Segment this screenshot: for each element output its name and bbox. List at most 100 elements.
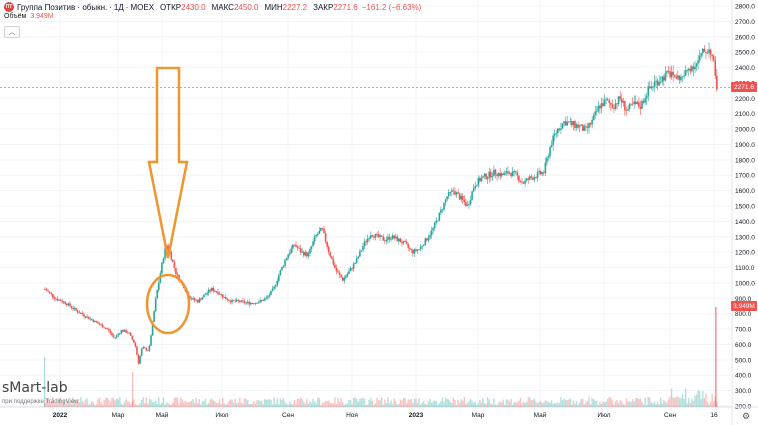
volume-bar (472, 402, 475, 407)
volume-bar (631, 398, 634, 407)
candle-body (164, 248, 166, 259)
candle-body (235, 299, 238, 302)
candle-body (560, 128, 562, 130)
volume-bar (419, 404, 422, 407)
volume-bar (91, 401, 93, 407)
volume-bar (647, 397, 649, 407)
candle-body (217, 291, 219, 294)
volume-bar (349, 400, 352, 407)
candle-body (270, 290, 272, 295)
volume-bar (376, 397, 378, 407)
volume-bar (131, 400, 133, 407)
candle-body (360, 250, 363, 252)
volume-bar (413, 398, 416, 407)
volume-bar (494, 404, 497, 407)
volume-bar (446, 398, 448, 407)
volume-bar (144, 403, 146, 407)
volume-bar (64, 404, 66, 407)
candle-body (677, 75, 679, 79)
candle-body (410, 248, 413, 251)
volume-bar (100, 402, 102, 407)
candle-body (83, 314, 85, 317)
candle-body (262, 300, 265, 301)
volume-bar (246, 400, 249, 407)
y-tick-label: 800.0 (735, 311, 752, 318)
volume-bar (178, 404, 180, 407)
candle-body (630, 103, 632, 105)
volume-bar (50, 401, 52, 407)
candle-body (237, 299, 240, 301)
volume-bar (555, 403, 557, 407)
volume-bar (482, 397, 484, 407)
separator: · (125, 2, 129, 12)
gear-icon[interactable]: ⚙ (742, 411, 751, 421)
candle-body (614, 103, 617, 109)
y-tick-label: 1800.0 (735, 157, 755, 164)
candle-body (505, 171, 508, 173)
candle-body (73, 308, 76, 310)
candle-body (422, 245, 425, 247)
candle-body (518, 175, 520, 182)
candle-body (533, 177, 536, 180)
volume-bar (435, 400, 437, 407)
volume-bar (98, 397, 101, 407)
volume-bar (343, 404, 345, 407)
candle-body (142, 347, 145, 349)
candle-body (655, 80, 657, 83)
candle-body (354, 262, 356, 264)
candle-body (516, 172, 519, 176)
symbol-name[interactable]: Группа Позитив · обыкн. (17, 2, 108, 12)
interval[interactable]: 1Д (113, 2, 124, 12)
candle-body (251, 303, 254, 304)
volume-bar (402, 397, 405, 407)
volume-bar (713, 401, 715, 407)
volume-bar (264, 398, 266, 407)
volume-bar (290, 403, 292, 407)
candle-body (669, 71, 671, 78)
volume-bar (250, 403, 252, 407)
volume-bar (346, 403, 349, 407)
candle-body (550, 145, 553, 148)
volume-bar (641, 401, 643, 407)
volume-bar (44, 403, 46, 407)
volume-bar (666, 402, 668, 407)
x-tick-label: Май (156, 411, 169, 419)
volume-bar (633, 401, 635, 407)
candle-body (331, 256, 333, 260)
volume-bar (142, 397, 144, 407)
volume-bar (165, 402, 168, 407)
candle-body (234, 300, 236, 302)
candle-body (502, 173, 505, 175)
volume-bar (527, 397, 529, 407)
candle-body (92, 319, 95, 323)
candle-body (223, 297, 226, 298)
volume-bar (530, 400, 533, 407)
volume-bar (130, 403, 132, 407)
candle-body (427, 237, 430, 241)
candle-body (647, 86, 650, 97)
volume-bar (538, 402, 540, 407)
volume-bar (66, 399, 68, 407)
volume-bar (86, 398, 88, 407)
volume-bar (206, 404, 208, 407)
candle-body (133, 339, 135, 343)
y-tick-label: 300.0 (735, 388, 752, 395)
candle-body (698, 55, 701, 61)
candle-body (465, 202, 467, 206)
collapse-button[interactable]: ︿ (4, 26, 20, 38)
volume-bar (469, 398, 472, 407)
candle-body (201, 297, 204, 300)
volume-bar (561, 400, 564, 407)
candle-body (437, 220, 439, 222)
volume-bar (405, 403, 408, 407)
candle-body (435, 220, 438, 223)
volume-bar (681, 394, 684, 407)
candle-body (463, 199, 466, 203)
chevron-up-icon: ︿ (8, 29, 16, 36)
candle-body (430, 230, 433, 236)
candle-body (340, 274, 342, 278)
candle-body (215, 291, 218, 293)
volume-bar (211, 398, 213, 407)
volume-bar (111, 397, 113, 407)
